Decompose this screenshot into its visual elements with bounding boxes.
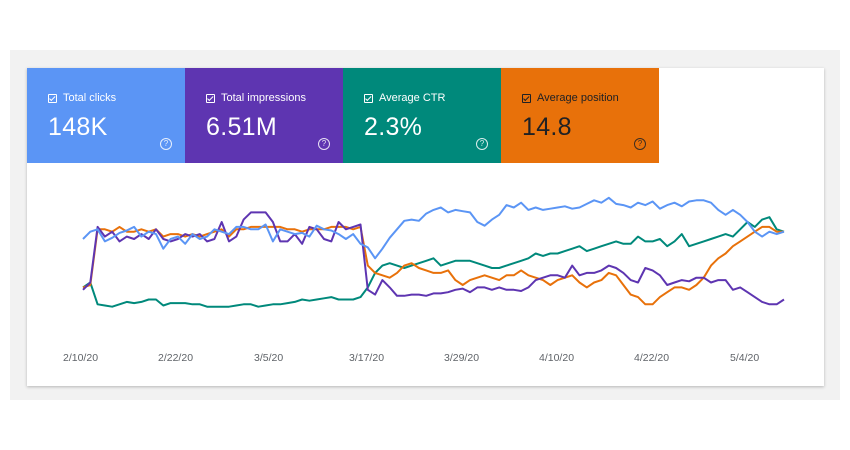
question-circle-icon[interactable]: ? xyxy=(476,138,488,150)
x-tick-label: 4/22/20 xyxy=(634,352,669,364)
x-tick-label: 3/5/20 xyxy=(254,352,283,364)
checkbox-checked-icon[interactable] xyxy=(206,93,215,103)
metric-label: Average position xyxy=(537,92,619,104)
metric-value: 14.8 xyxy=(522,113,572,141)
performance-card: Total clicks 148K ? Total impressions 6.… xyxy=(27,68,824,386)
series-line-4 xyxy=(82,225,784,306)
metric-value: 6.51M xyxy=(206,113,277,141)
x-tick-label: 2/10/20 xyxy=(63,352,98,364)
metric-tile-total-impressions[interactable]: Total impressions 6.51M ? xyxy=(185,68,343,163)
question-circle-icon[interactable]: ? xyxy=(160,138,172,150)
checkbox-checked-icon[interactable] xyxy=(48,93,57,103)
series-line-1 xyxy=(82,196,785,260)
performance-chart[interactable]: 2/10/20 2/22/20 3/5/20 3/17/20 3/29/20 4/10/2… xyxy=(27,68,824,386)
series-line-2 xyxy=(82,211,785,306)
x-tick-label: 3/17/20 xyxy=(349,352,384,364)
question-circle-icon[interactable]: ? xyxy=(634,138,646,150)
metric-value: 2.3% xyxy=(364,113,423,141)
metric-label: Total clicks xyxy=(63,92,117,104)
x-tick-label: 2/22/20 xyxy=(158,352,193,364)
checkbox-checked-icon[interactable] xyxy=(364,93,373,103)
metric-tile-average-ctr[interactable]: Average CTR 2.3% ? xyxy=(343,68,501,163)
x-tick-label: 5/4/20 xyxy=(730,352,759,364)
metric-label: Total impressions xyxy=(221,92,306,104)
checkbox-checked-icon[interactable] xyxy=(522,93,531,103)
metric-tile-average-position[interactable]: Average position 14.8 ? xyxy=(501,68,659,163)
question-circle-icon[interactable]: ? xyxy=(318,138,330,150)
metric-tile-total-clicks[interactable]: Total clicks 148K ? xyxy=(27,68,185,163)
metric-tiles: Total clicks 148K ? Total impressions 6.… xyxy=(27,68,659,163)
metric-label: Average CTR xyxy=(379,92,446,104)
x-tick-label: 4/10/20 xyxy=(539,352,574,364)
x-tick-label: 3/29/20 xyxy=(444,352,479,364)
metric-value: 148K xyxy=(48,113,108,141)
series-line-3 xyxy=(82,216,785,308)
